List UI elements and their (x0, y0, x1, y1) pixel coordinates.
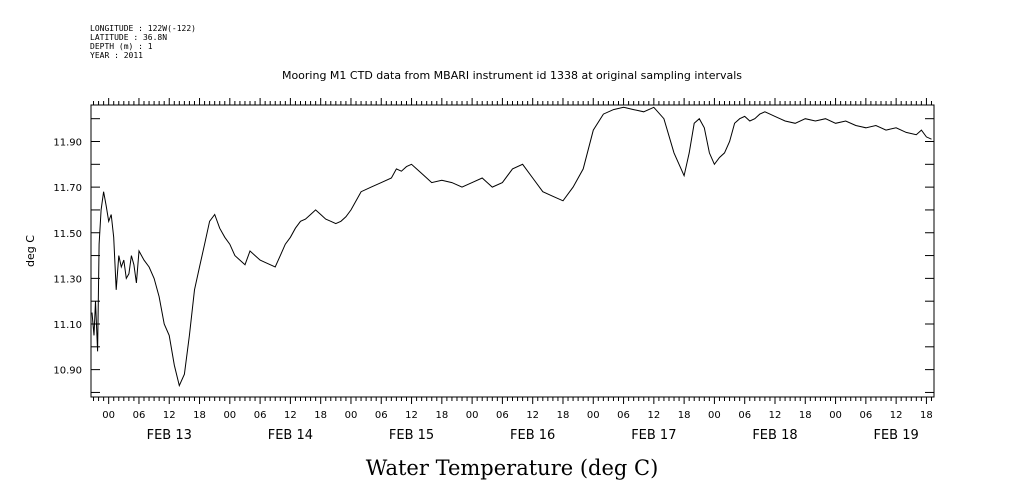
x-tick-label: 12 (769, 410, 782, 421)
y-tick-label: 10.90 (53, 366, 82, 377)
x-tick-label: 12 (284, 410, 297, 421)
x-tick-label: 06 (254, 410, 267, 421)
chart-title: Mooring M1 CTD data from MBARI instrumen… (282, 69, 742, 82)
x-tick-labels: 00 06 12 18 00 06 12 18 00 06 12 18 00 06 12 18 00 06 12 18… (102, 410, 932, 421)
x-tick-label: 00 (345, 410, 358, 421)
y-tick-label: 11.10 (53, 320, 82, 331)
x-tick-label: 12 (526, 410, 539, 421)
x-tick-label: 12 (405, 410, 418, 421)
day-label: FEB 19 (873, 428, 918, 443)
x-tick-label: 06 (375, 410, 388, 421)
x-tick-label: 12 (890, 410, 903, 421)
x-axis-ticks (93, 98, 932, 404)
x-tick-label: 18 (193, 410, 206, 421)
day-label: FEB 17 (631, 428, 676, 443)
x-tick-label: 18 (678, 410, 691, 421)
x-tick-label: 06 (133, 410, 146, 421)
day-label: FEB 13 (147, 428, 192, 443)
x-tick-label: 06 (496, 410, 509, 421)
x-tick-label: 12 (647, 410, 660, 421)
x-tick-label: 00 (102, 410, 115, 421)
y-tick-label: 11.90 (53, 138, 82, 149)
day-labels: FEB 13 FEB 14 FEB 15 FEB 16 FEB 17 FEB 18 FEB … (147, 428, 919, 443)
y-axis-ticks (91, 118, 934, 393)
x-tick-label: 00 (829, 410, 842, 421)
x-tick-label: 00 (708, 410, 721, 421)
day-label: FEB 15 (389, 428, 434, 443)
x-tick-label: 18 (314, 410, 327, 421)
x-tick-label: 00 (587, 410, 600, 421)
x-tick-label: 18 (920, 410, 933, 421)
plot-frame (90, 104, 935, 398)
mooring-info: LONGITUDE : 122W(-122) LATITUDE : 36.8N … (90, 24, 196, 60)
x-tick-label: 06 (859, 410, 872, 421)
temperature-series-line (91, 106, 932, 388)
y-axis-label: deg C (24, 235, 37, 267)
y-tick-label: 11.50 (53, 229, 82, 240)
x-tick-label: 18 (799, 410, 812, 421)
depth-text: DEPTH (m) : 1 (90, 42, 153, 51)
y-tick-labels: 10.90 11.10 11.30 11.50 11.70 11.90 (53, 138, 82, 377)
x-tick-label: 06 (617, 410, 630, 421)
x-tick-label: 18 (435, 410, 448, 421)
year-text: YEAR : 2011 (90, 51, 143, 60)
x-tick-label: 18 (557, 410, 570, 421)
longitude-text: LONGITUDE : 122W(-122) (90, 24, 196, 33)
x-tick-label: 00 (466, 410, 479, 421)
x-tick-label: 12 (163, 410, 176, 421)
day-label: FEB 14 (268, 428, 313, 443)
y-tick-label: 11.30 (53, 274, 82, 285)
latitude-text: LATITUDE : 36.8N (90, 33, 167, 42)
y-tick-label: 11.70 (53, 183, 82, 194)
x-tick-label: 00 (223, 410, 236, 421)
day-label: FEB 16 (510, 428, 555, 443)
day-label: FEB 18 (752, 428, 797, 443)
x-axis-label: Water Temperature (deg C) (366, 456, 659, 480)
x-tick-label: 06 (738, 410, 751, 421)
